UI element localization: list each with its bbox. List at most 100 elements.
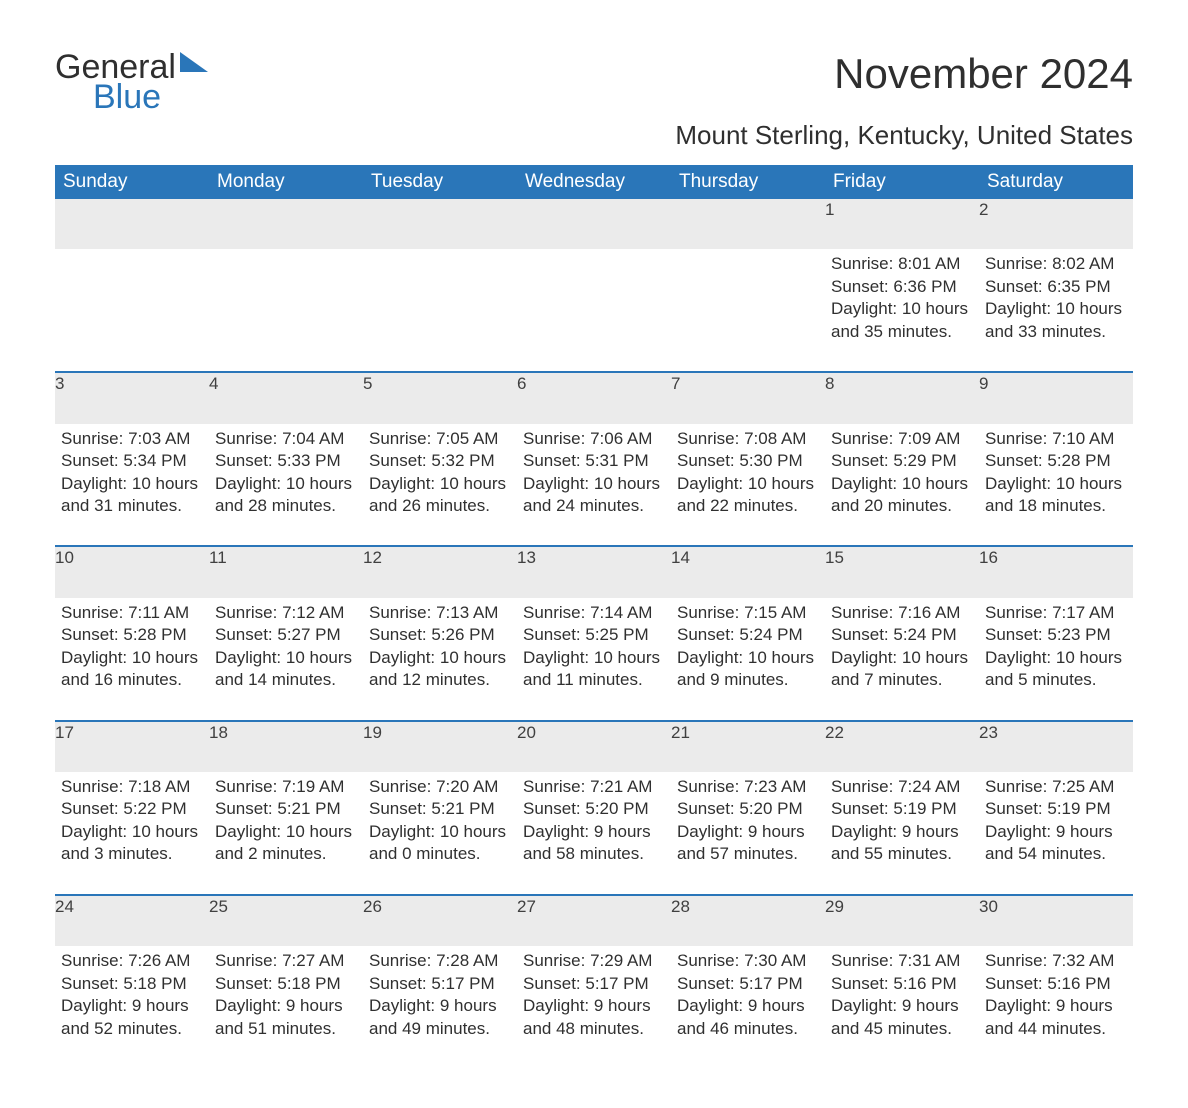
day-content-cell bbox=[363, 249, 517, 372]
day-details: Sunrise: 7:09 AMSunset: 5:29 PMDaylight:… bbox=[825, 424, 979, 518]
day-content-cell: Sunrise: 7:31 AMSunset: 5:16 PMDaylight:… bbox=[825, 946, 979, 1068]
day-number-cell: 13 bbox=[517, 546, 671, 597]
day-content-cell: Sunrise: 7:20 AMSunset: 5:21 PMDaylight:… bbox=[363, 772, 517, 895]
day-number-cell: 4 bbox=[209, 372, 363, 423]
day-content-row: Sunrise: 7:11 AMSunset: 5:28 PMDaylight:… bbox=[55, 598, 1133, 721]
day-details: Sunrise: 7:32 AMSunset: 5:16 PMDaylight:… bbox=[979, 946, 1133, 1040]
day-details: Sunrise: 7:06 AMSunset: 5:31 PMDaylight:… bbox=[517, 424, 671, 518]
day-number-row: 3456789 bbox=[55, 372, 1133, 423]
day-number-cell bbox=[55, 199, 209, 249]
day-content-row: Sunrise: 7:26 AMSunset: 5:18 PMDaylight:… bbox=[55, 946, 1133, 1068]
day-content-cell: Sunrise: 7:09 AMSunset: 5:29 PMDaylight:… bbox=[825, 424, 979, 547]
weekday-header: Saturday bbox=[979, 165, 1133, 199]
day-content-cell: Sunrise: 7:24 AMSunset: 5:19 PMDaylight:… bbox=[825, 772, 979, 895]
day-content-cell: Sunrise: 7:03 AMSunset: 5:34 PMDaylight:… bbox=[55, 424, 209, 547]
day-content-cell: Sunrise: 7:28 AMSunset: 5:17 PMDaylight:… bbox=[363, 946, 517, 1068]
day-content-cell bbox=[517, 249, 671, 372]
day-content-cell: Sunrise: 8:01 AMSunset: 6:36 PMDaylight:… bbox=[825, 249, 979, 372]
day-details: Sunrise: 8:01 AMSunset: 6:36 PMDaylight:… bbox=[825, 249, 979, 343]
day-content-cell: Sunrise: 7:26 AMSunset: 5:18 PMDaylight:… bbox=[55, 946, 209, 1068]
day-number-row: 24252627282930 bbox=[55, 895, 1133, 946]
weekday-header: Wednesday bbox=[517, 165, 671, 199]
day-number-cell: 12 bbox=[363, 546, 517, 597]
title-block: November 2024 bbox=[834, 50, 1133, 102]
day-number-cell: 16 bbox=[979, 546, 1133, 597]
weekday-header: Monday bbox=[209, 165, 363, 199]
day-details: Sunrise: 7:13 AMSunset: 5:26 PMDaylight:… bbox=[363, 598, 517, 692]
day-content-cell: Sunrise: 8:02 AMSunset: 6:35 PMDaylight:… bbox=[979, 249, 1133, 372]
logo: General Blue bbox=[55, 50, 208, 114]
day-details: Sunrise: 8:02 AMSunset: 6:35 PMDaylight:… bbox=[979, 249, 1133, 343]
day-number-cell: 20 bbox=[517, 721, 671, 772]
day-number-cell: 8 bbox=[825, 372, 979, 423]
day-number-cell: 22 bbox=[825, 721, 979, 772]
day-content-cell: Sunrise: 7:32 AMSunset: 5:16 PMDaylight:… bbox=[979, 946, 1133, 1068]
day-number-cell: 29 bbox=[825, 895, 979, 946]
location-subtitle: Mount Sterling, Kentucky, United States bbox=[55, 120, 1133, 151]
day-number-cell: 14 bbox=[671, 546, 825, 597]
weekday-header: Sunday bbox=[55, 165, 209, 199]
day-content-cell bbox=[671, 249, 825, 372]
calendar-table: SundayMondayTuesdayWednesdayThursdayFrid… bbox=[55, 165, 1133, 1068]
weekday-header: Tuesday bbox=[363, 165, 517, 199]
day-number-cell: 27 bbox=[517, 895, 671, 946]
day-content-cell bbox=[209, 249, 363, 372]
day-details: Sunrise: 7:28 AMSunset: 5:17 PMDaylight:… bbox=[363, 946, 517, 1040]
day-content-cell: Sunrise: 7:13 AMSunset: 5:26 PMDaylight:… bbox=[363, 598, 517, 721]
day-details: Sunrise: 7:23 AMSunset: 5:20 PMDaylight:… bbox=[671, 772, 825, 866]
day-content-cell: Sunrise: 7:10 AMSunset: 5:28 PMDaylight:… bbox=[979, 424, 1133, 547]
day-number-cell: 9 bbox=[979, 372, 1133, 423]
day-number-cell: 19 bbox=[363, 721, 517, 772]
day-number-cell: 2 bbox=[979, 199, 1133, 249]
day-details: Sunrise: 7:08 AMSunset: 5:30 PMDaylight:… bbox=[671, 424, 825, 518]
day-number-cell bbox=[209, 199, 363, 249]
day-number-cell: 3 bbox=[55, 372, 209, 423]
day-content-cell bbox=[55, 249, 209, 372]
day-number-cell: 10 bbox=[55, 546, 209, 597]
day-content-cell: Sunrise: 7:30 AMSunset: 5:17 PMDaylight:… bbox=[671, 946, 825, 1068]
day-number-cell: 30 bbox=[979, 895, 1133, 946]
day-content-cell: Sunrise: 7:19 AMSunset: 5:21 PMDaylight:… bbox=[209, 772, 363, 895]
day-details: Sunrise: 7:12 AMSunset: 5:27 PMDaylight:… bbox=[209, 598, 363, 692]
day-content-row: Sunrise: 8:01 AMSunset: 6:36 PMDaylight:… bbox=[55, 249, 1133, 372]
day-details: Sunrise: 7:30 AMSunset: 5:17 PMDaylight:… bbox=[671, 946, 825, 1040]
day-number-cell: 18 bbox=[209, 721, 363, 772]
day-number-cell: 28 bbox=[671, 895, 825, 946]
day-content-cell: Sunrise: 7:04 AMSunset: 5:33 PMDaylight:… bbox=[209, 424, 363, 547]
day-details: Sunrise: 7:24 AMSunset: 5:19 PMDaylight:… bbox=[825, 772, 979, 866]
day-number-cell bbox=[671, 199, 825, 249]
day-number-cell: 23 bbox=[979, 721, 1133, 772]
day-details: Sunrise: 7:18 AMSunset: 5:22 PMDaylight:… bbox=[55, 772, 209, 866]
day-number-cell: 24 bbox=[55, 895, 209, 946]
day-number-cell: 7 bbox=[671, 372, 825, 423]
day-content-cell: Sunrise: 7:21 AMSunset: 5:20 PMDaylight:… bbox=[517, 772, 671, 895]
day-content-cell: Sunrise: 7:15 AMSunset: 5:24 PMDaylight:… bbox=[671, 598, 825, 721]
day-details: Sunrise: 7:29 AMSunset: 5:17 PMDaylight:… bbox=[517, 946, 671, 1040]
day-content-cell: Sunrise: 7:18 AMSunset: 5:22 PMDaylight:… bbox=[55, 772, 209, 895]
day-content-cell: Sunrise: 7:25 AMSunset: 5:19 PMDaylight:… bbox=[979, 772, 1133, 895]
day-content-cell: Sunrise: 7:17 AMSunset: 5:23 PMDaylight:… bbox=[979, 598, 1133, 721]
day-content-row: Sunrise: 7:03 AMSunset: 5:34 PMDaylight:… bbox=[55, 424, 1133, 547]
day-content-cell: Sunrise: 7:29 AMSunset: 5:17 PMDaylight:… bbox=[517, 946, 671, 1068]
day-details: Sunrise: 7:21 AMSunset: 5:20 PMDaylight:… bbox=[517, 772, 671, 866]
header: General Blue November 2024 bbox=[55, 50, 1133, 114]
day-number-cell: 25 bbox=[209, 895, 363, 946]
day-number-cell bbox=[363, 199, 517, 249]
day-number-cell: 15 bbox=[825, 546, 979, 597]
day-details: Sunrise: 7:05 AMSunset: 5:32 PMDaylight:… bbox=[363, 424, 517, 518]
day-number-cell: 26 bbox=[363, 895, 517, 946]
day-details: Sunrise: 7:03 AMSunset: 5:34 PMDaylight:… bbox=[55, 424, 209, 518]
day-number-cell: 21 bbox=[671, 721, 825, 772]
day-content-cell: Sunrise: 7:23 AMSunset: 5:20 PMDaylight:… bbox=[671, 772, 825, 895]
day-details: Sunrise: 7:19 AMSunset: 5:21 PMDaylight:… bbox=[209, 772, 363, 866]
day-details: Sunrise: 7:20 AMSunset: 5:21 PMDaylight:… bbox=[363, 772, 517, 866]
day-number-cell: 11 bbox=[209, 546, 363, 597]
day-number-row: 10111213141516 bbox=[55, 546, 1133, 597]
page-title: November 2024 bbox=[834, 50, 1133, 98]
day-details: Sunrise: 7:17 AMSunset: 5:23 PMDaylight:… bbox=[979, 598, 1133, 692]
day-details: Sunrise: 7:31 AMSunset: 5:16 PMDaylight:… bbox=[825, 946, 979, 1040]
day-number-row: 17181920212223 bbox=[55, 721, 1133, 772]
logo-text: General Blue bbox=[55, 50, 176, 114]
day-content-cell: Sunrise: 7:14 AMSunset: 5:25 PMDaylight:… bbox=[517, 598, 671, 721]
day-content-cell: Sunrise: 7:12 AMSunset: 5:27 PMDaylight:… bbox=[209, 598, 363, 721]
